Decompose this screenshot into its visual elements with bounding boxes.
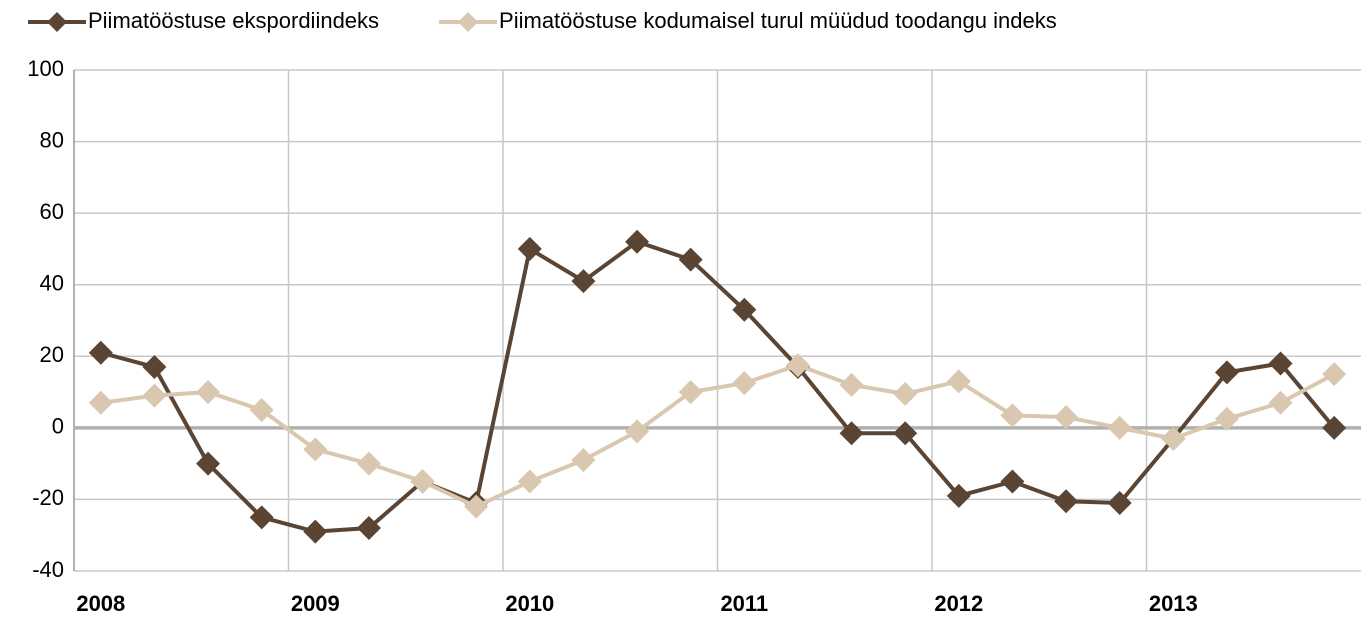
marker — [678, 247, 703, 272]
y-tick-label: 0 — [52, 414, 64, 439]
marker — [196, 380, 221, 405]
marker — [946, 483, 971, 508]
marker — [571, 269, 596, 294]
marker — [249, 397, 274, 422]
legend-label: Piimatööstuse ekspordiindeks — [88, 8, 379, 33]
y-tick-label: -20 — [32, 485, 64, 510]
marker — [1322, 362, 1347, 387]
legend-marker — [47, 12, 67, 32]
marker — [1107, 491, 1132, 516]
marker — [1268, 351, 1293, 376]
marker — [839, 372, 864, 397]
x-tick-label: 2013 — [1149, 591, 1198, 616]
marker — [1000, 469, 1025, 494]
marker — [142, 383, 167, 408]
marker — [678, 380, 703, 405]
marker — [464, 494, 489, 519]
marker — [625, 419, 650, 444]
marker — [732, 297, 757, 322]
marker — [1161, 426, 1186, 451]
marker — [839, 421, 864, 446]
marker — [571, 448, 596, 473]
x-tick-label: 2012 — [934, 591, 983, 616]
marker — [1000, 403, 1025, 428]
marker — [517, 236, 542, 261]
y-tick-label: 20 — [40, 342, 64, 367]
marker — [1054, 489, 1079, 514]
marker — [196, 451, 221, 476]
marker — [1107, 415, 1132, 440]
y-tick-label: 40 — [40, 271, 64, 296]
legend-label: Piimatööstuse kodumaisel turul müüdud to… — [499, 8, 1057, 33]
marker — [356, 516, 381, 541]
y-tick-label: 80 — [40, 127, 64, 152]
marker — [893, 421, 918, 446]
y-tick-label: 60 — [40, 199, 64, 224]
marker — [517, 469, 542, 494]
marker — [946, 369, 971, 394]
marker — [303, 519, 328, 544]
marker — [142, 355, 167, 380]
marker — [249, 505, 274, 530]
marker — [1268, 390, 1293, 415]
marker — [88, 390, 113, 415]
y-tick-label: -40 — [32, 557, 64, 582]
marker — [356, 451, 381, 476]
x-tick-label: 2009 — [291, 591, 340, 616]
marker — [625, 229, 650, 254]
marker — [732, 371, 757, 396]
marker — [1214, 406, 1239, 431]
marker — [1054, 405, 1079, 430]
marker — [410, 469, 435, 494]
marker — [1214, 360, 1239, 385]
y-tick-label: 100 — [27, 56, 64, 81]
x-tick-label: 2008 — [76, 591, 125, 616]
marker — [1322, 415, 1347, 440]
legend-marker — [458, 12, 479, 32]
marker — [303, 437, 328, 462]
x-tick-label: 2011 — [720, 591, 768, 616]
marker — [785, 353, 810, 378]
x-tick-label: 2010 — [505, 591, 554, 616]
marker — [88, 340, 113, 365]
marker — [893, 381, 918, 406]
